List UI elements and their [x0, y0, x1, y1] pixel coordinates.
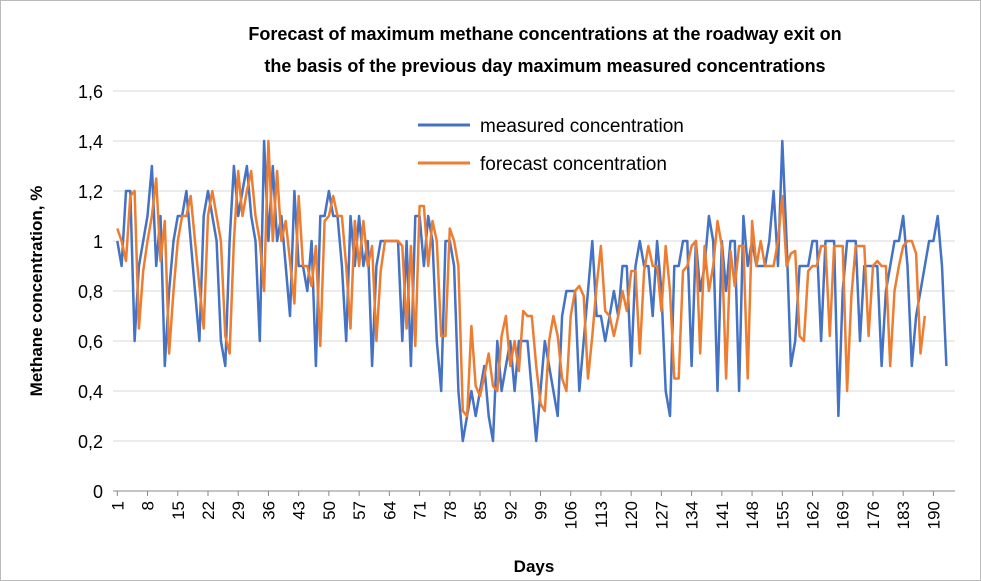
- y-tick-label: 1: [93, 232, 103, 252]
- x-tick-label: 71: [411, 501, 430, 520]
- x-tick-label: 50: [320, 501, 339, 520]
- x-tick-label: 190: [924, 501, 943, 529]
- y-axis-label: Methane concentration, %: [27, 186, 46, 397]
- y-tick-label: 0,2: [78, 432, 103, 452]
- y-tick-label: 0,6: [78, 332, 103, 352]
- x-tick-label: 162: [804, 501, 823, 529]
- x-tick-label: 22: [199, 501, 218, 520]
- series-line: [116, 139, 927, 418]
- y-tick-label: 1,6: [78, 82, 103, 102]
- x-axis-label: Days: [514, 557, 555, 576]
- x-tick-label: 99: [531, 501, 550, 520]
- series-line: [116, 139, 948, 443]
- x-tick-label: 78: [441, 501, 460, 520]
- x-tick-label: 169: [834, 501, 853, 529]
- x-tick-label: 106: [562, 501, 581, 529]
- x-tick-label: 85: [471, 501, 490, 520]
- x-tick-label: 141: [713, 501, 732, 529]
- chart-title-line: the basis of the previous day maximum me…: [264, 56, 825, 76]
- x-tick-label: 148: [743, 501, 762, 529]
- chart-title-line: Forecast of maximum methane concentratio…: [248, 24, 841, 44]
- x-tick-label: 57: [350, 501, 369, 520]
- y-tick-label: 0,4: [78, 382, 103, 402]
- x-tick-label: 15: [169, 501, 188, 520]
- y-tick-label: 0: [93, 482, 103, 502]
- x-tick-label: 176: [864, 501, 883, 529]
- y-tick-label: 1,4: [78, 132, 103, 152]
- x-tick-label: 29: [229, 501, 248, 520]
- y-tick-label: 0,8: [78, 282, 103, 302]
- x-tick-label: 113: [592, 501, 611, 528]
- x-tick-label: 134: [683, 501, 702, 529]
- legend-label: forecast concentration: [480, 154, 667, 175]
- x-tick-label: 8: [139, 501, 158, 510]
- x-tick-label: 43: [290, 501, 309, 520]
- x-tick-label: 155: [773, 501, 792, 529]
- y-tick-label: 1,2: [78, 182, 103, 202]
- x-tick-label: 183: [894, 501, 913, 529]
- x-tick-label: 92: [501, 501, 520, 520]
- x-tick-label: 64: [380, 501, 399, 520]
- legend-label: measured concentration: [480, 116, 684, 137]
- x-tick-label: 36: [259, 501, 278, 520]
- x-tick-label: 127: [652, 501, 671, 529]
- x-tick-label: 120: [622, 501, 641, 529]
- x-tick-label: 1: [108, 501, 127, 510]
